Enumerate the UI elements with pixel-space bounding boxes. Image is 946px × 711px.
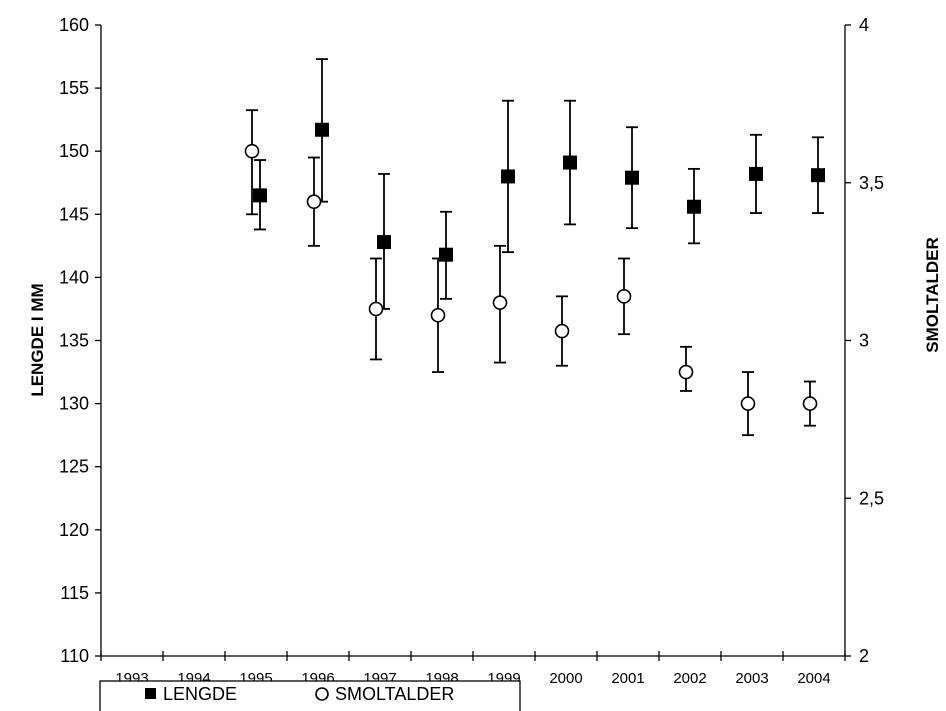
- lengde-point: [749, 166, 763, 181]
- plot-frame: [100, 25, 846, 657]
- legend-label-lengde: LENGDE: [163, 684, 237, 704]
- legend-marker-lengde: [145, 688, 156, 699]
- left-y-tick-label: 125: [59, 457, 89, 477]
- smoltalder-point: [740, 396, 756, 411]
- legend-box: [99, 680, 521, 711]
- lengde-point: [377, 235, 391, 250]
- smoltalder-point: [492, 295, 508, 310]
- lengde-point: [315, 122, 329, 137]
- left-y-axis-ticks: 110 115 120 125 130 135 140 145 150 155 160: [59, 15, 101, 666]
- left-y-axis-title: LENGDE I MM: [28, 283, 47, 396]
- x-tick-label: 2001: [611, 670, 644, 687]
- x-tick-label: 2000: [549, 670, 582, 687]
- left-y-tick-label: 155: [59, 78, 89, 98]
- lengde-point: [439, 247, 453, 262]
- right-y-axis-title: SMOLTALDER: [923, 237, 942, 353]
- right-y-tick-label: 3,5: [859, 173, 884, 193]
- lengde-point: [625, 170, 639, 185]
- lengde-point: [501, 169, 515, 184]
- x-tick-label: 2002: [673, 670, 706, 687]
- x-tick-label: 2003: [735, 670, 768, 687]
- smoltalder-point: [306, 194, 322, 209]
- lengde-point: [253, 188, 267, 203]
- left-y-tick-label: 135: [59, 331, 89, 351]
- smoltalder-point: [368, 301, 384, 317]
- right-y-tick-label: 3: [859, 331, 869, 351]
- smoltalder-point: [244, 143, 260, 159]
- smoltalder-point: [430, 307, 446, 323]
- legend: LENGDE SMOLTALDER: [99, 680, 521, 711]
- smoltalder-point: [802, 396, 818, 411]
- left-y-tick-label: 110: [60, 646, 89, 666]
- left-y-tick-label: 145: [59, 204, 89, 224]
- left-y-tick-label: 120: [59, 520, 89, 540]
- smoltalder-point: [554, 323, 570, 339]
- series-smoltalder: [244, 109, 818, 437]
- lengde-point: [563, 155, 577, 170]
- lengde-point: [687, 199, 701, 214]
- right-y-axis-ticks: 2 2,5 3 3,5 4: [845, 15, 884, 666]
- series-lengde: [253, 58, 825, 310]
- right-y-tick-label: 2: [859, 646, 869, 666]
- lengde-point: [811, 168, 825, 183]
- left-y-tick-label: 130: [59, 394, 89, 414]
- right-y-tick-label: 2,5: [859, 488, 884, 508]
- x-tick-label: 2004: [797, 670, 830, 687]
- right-y-tick-label: 4: [859, 15, 869, 35]
- left-y-tick-label: 115: [60, 583, 89, 603]
- left-y-tick-label: 140: [59, 267, 89, 287]
- legend-marker-smoltalder: [315, 687, 329, 701]
- left-y-tick-label: 160: [59, 15, 89, 35]
- legend-label-smoltalder: SMOLTALDER: [335, 684, 454, 704]
- smoltalder-point: [678, 364, 694, 380]
- smoltalder-point: [616, 289, 632, 304]
- left-y-tick-label: 150: [59, 141, 89, 161]
